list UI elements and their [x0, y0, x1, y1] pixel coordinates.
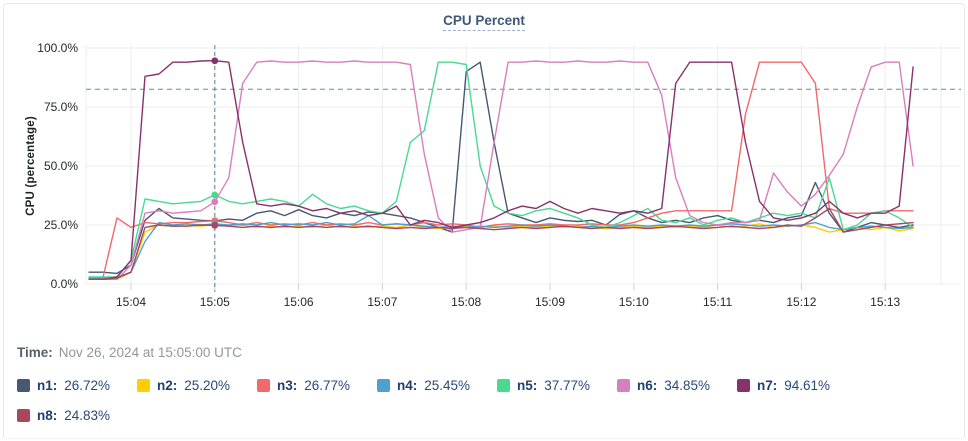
series-line-n6 [88, 60, 914, 280]
legend-item-n8[interactable]: n8: 24.83% [17, 400, 137, 430]
legend-label: n3: [277, 377, 298, 393]
hover-dot-n5 [211, 191, 219, 199]
y-axis-title: CPU (percentage) [25, 116, 37, 216]
legend-value: 37.77% [544, 377, 591, 393]
legend: n1: 26.72% n2: 25.20% n3: 26.77% n4: 25.45% n5: 3… [17, 370, 889, 430]
x-tick-label: 15:04 [116, 295, 146, 309]
x-tick-label: 15:11 [703, 295, 732, 309]
series-line-n8 [88, 207, 914, 280]
legend-swatch [17, 378, 30, 392]
legend-swatch [497, 378, 510, 392]
legend-item-n6[interactable]: n6: 34.85% [617, 370, 737, 400]
legend-item-n5[interactable]: n5: 37.77% [497, 370, 617, 400]
legend-label: n7: [757, 377, 778, 393]
time-caption-label: Time: [17, 345, 53, 360]
legend-value: 25.20% [184, 377, 231, 393]
x-tick-label: 15:09 [535, 295, 565, 309]
series-line-n2 [88, 223, 914, 280]
legend-item-n3[interactable]: n3: 26.77% [257, 370, 377, 400]
y-tick-label: 0.0% [51, 277, 79, 291]
legend-label: n2: [157, 377, 178, 393]
series-line-n4 [88, 214, 914, 279]
x-tick-label: 15:08 [451, 295, 481, 309]
legend-swatch [377, 378, 390, 392]
series-line-n1 [88, 61, 914, 275]
legend-label: n5: [517, 377, 538, 393]
legend-label: n6: [637, 377, 658, 393]
legend-value: 25.45% [424, 377, 471, 393]
hover-dot-n8 [211, 222, 219, 229]
legend-value: 94.61% [784, 377, 831, 393]
legend-swatch [257, 378, 270, 392]
legend-value: 24.83% [64, 407, 111, 423]
hover-dot-n7 [211, 57, 219, 65]
x-tick-label: 15:10 [619, 295, 649, 309]
y-tick-label: 75.0% [44, 100, 78, 114]
chart-title[interactable]: CPU Percent [443, 13, 525, 31]
y-tick-label: 100.0% [37, 41, 78, 55]
legend-item-n4[interactable]: n4: 25.45% [377, 370, 497, 400]
legend-label: n8: [37, 407, 58, 423]
chart-card: CPU Percent 15:04 15:05 15:06 15:07 15:08 15:… [3, 3, 965, 439]
x-tick-label: 15:05 [200, 295, 230, 309]
legend-value: 34.85% [664, 377, 711, 393]
legend-item-n2[interactable]: n2: 25.20% [137, 370, 257, 400]
legend-swatch [137, 378, 150, 392]
time-caption-value: Nov 26, 2024 at 15:05:00 UTC [58, 345, 242, 360]
y-tick-label: 25.0% [44, 218, 78, 232]
x-tick-label: 15:07 [367, 295, 397, 309]
x-tick-label: 15:13 [870, 295, 900, 309]
series-line-n5 [88, 61, 914, 278]
x-tick-label: 15:12 [786, 295, 816, 309]
legend-value: 26.77% [304, 377, 351, 393]
legend-item-n1[interactable]: n1: 26.72% [17, 370, 137, 400]
hover-dot-n6 [211, 198, 219, 206]
legend-label: n1: [37, 377, 58, 393]
series-line-n7 [88, 60, 914, 280]
legend-swatch [617, 378, 630, 392]
legend-label: n4: [397, 377, 418, 393]
y-tick-label: 50.0% [44, 159, 78, 173]
time-caption: Time: Nov 26, 2024 at 15:05:00 UTC [17, 345, 242, 360]
legend-item-n7[interactable]: n7: 94.61% [737, 370, 857, 400]
chart-title-wrap: CPU Percent [4, 12, 964, 31]
legend-swatch [737, 378, 750, 392]
cpu-line-chart[interactable]: 15:04 15:05 15:06 15:07 15:08 15:09 15:10 15:11… [4, 4, 966, 316]
legend-swatch [17, 408, 30, 422]
x-tick-label: 15:06 [284, 295, 314, 309]
series-line-n3 [88, 61, 914, 280]
legend-value: 26.72% [64, 377, 111, 393]
